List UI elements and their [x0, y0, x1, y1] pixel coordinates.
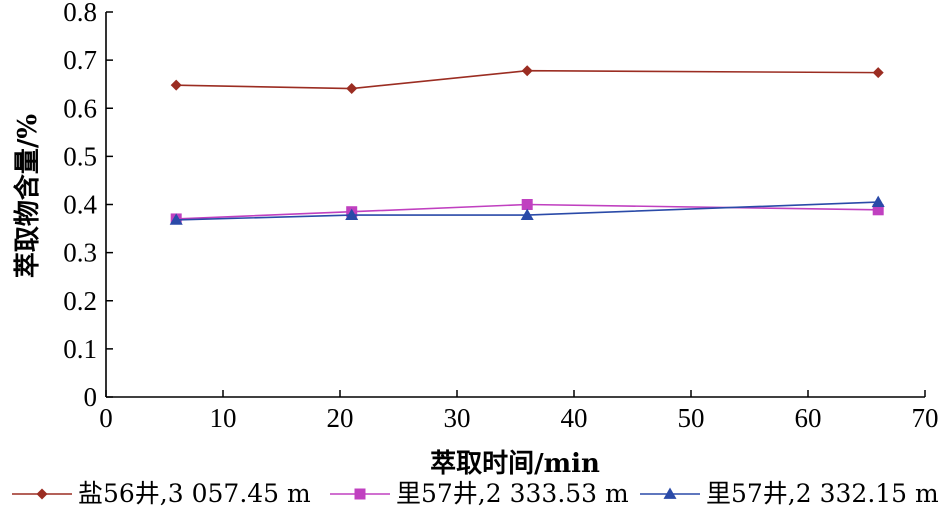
data-point: [345, 208, 359, 220]
y-ticks: 0 0.1 0.2 0.3 0.4 0.5 0.6 0.7 0.8: [63, 0, 113, 412]
y-tick-label: 0.5: [63, 141, 97, 171]
series-line: [176, 203, 879, 220]
legend-label: 里57井,2 333.53 m: [396, 479, 629, 508]
y-tick-label: 0.7: [63, 45, 97, 75]
legend: 盐56井,3 057.45 m 里57井,2 333.53 m 里57井,2 332…: [12, 479, 939, 508]
x-tick-label: 70: [912, 403, 939, 433]
series-line: [176, 69, 879, 90]
x-tick-label: 50: [678, 403, 705, 433]
legend-marker: [36, 488, 48, 500]
data-point: [871, 195, 885, 207]
data-point: [169, 213, 183, 225]
x-tick-label: 60: [795, 403, 822, 433]
x-tick-label: 0: [99, 403, 113, 433]
data-point: [170, 79, 182, 91]
x-ticks: 0 10 20 30 40 50 60 70: [99, 390, 939, 433]
y-tick-label: 0.4: [63, 190, 97, 220]
y-tick-label: 0.8: [63, 0, 97, 27]
y-axis-label: 萃取物含量/%: [12, 114, 43, 278]
series-line: [176, 201, 879, 221]
x-tick-label: 30: [444, 403, 471, 433]
y-tick-label: 0.1: [63, 334, 97, 364]
data-point: [520, 208, 534, 220]
legend-entry-2: 里57井,2 333.53 m: [330, 479, 629, 508]
series-3: [169, 195, 885, 225]
legend-marker: [354, 488, 366, 500]
y-tick-label: 0: [84, 382, 98, 412]
data-point: [346, 83, 358, 95]
x-tick-label: 10: [210, 403, 237, 433]
x-tick-label: 20: [327, 403, 354, 433]
y-tick-label: 0.3: [63, 238, 97, 268]
data-point: [872, 67, 884, 79]
data-point: [521, 199, 533, 210]
legend-entry-1: 盐56井,3 057.45 m: [12, 479, 311, 508]
legend-entry-3: 里57井,2 332.15 m: [640, 479, 939, 508]
data-point: [872, 204, 884, 216]
y-tick-label: 0.2: [63, 286, 97, 316]
series-1: [170, 65, 884, 95]
legend-label: 盐56井,3 057.45 m: [78, 479, 311, 508]
legend-label: 里57井,2 332.15 m: [706, 479, 939, 508]
x-tick-label: 40: [561, 403, 588, 433]
series-layer: [169, 65, 885, 225]
y-tick-label: 0.6: [63, 93, 97, 123]
x-axis-label: 萃取时间/min: [430, 449, 600, 479]
legend-marker: [663, 487, 677, 499]
data-point: [521, 65, 533, 77]
